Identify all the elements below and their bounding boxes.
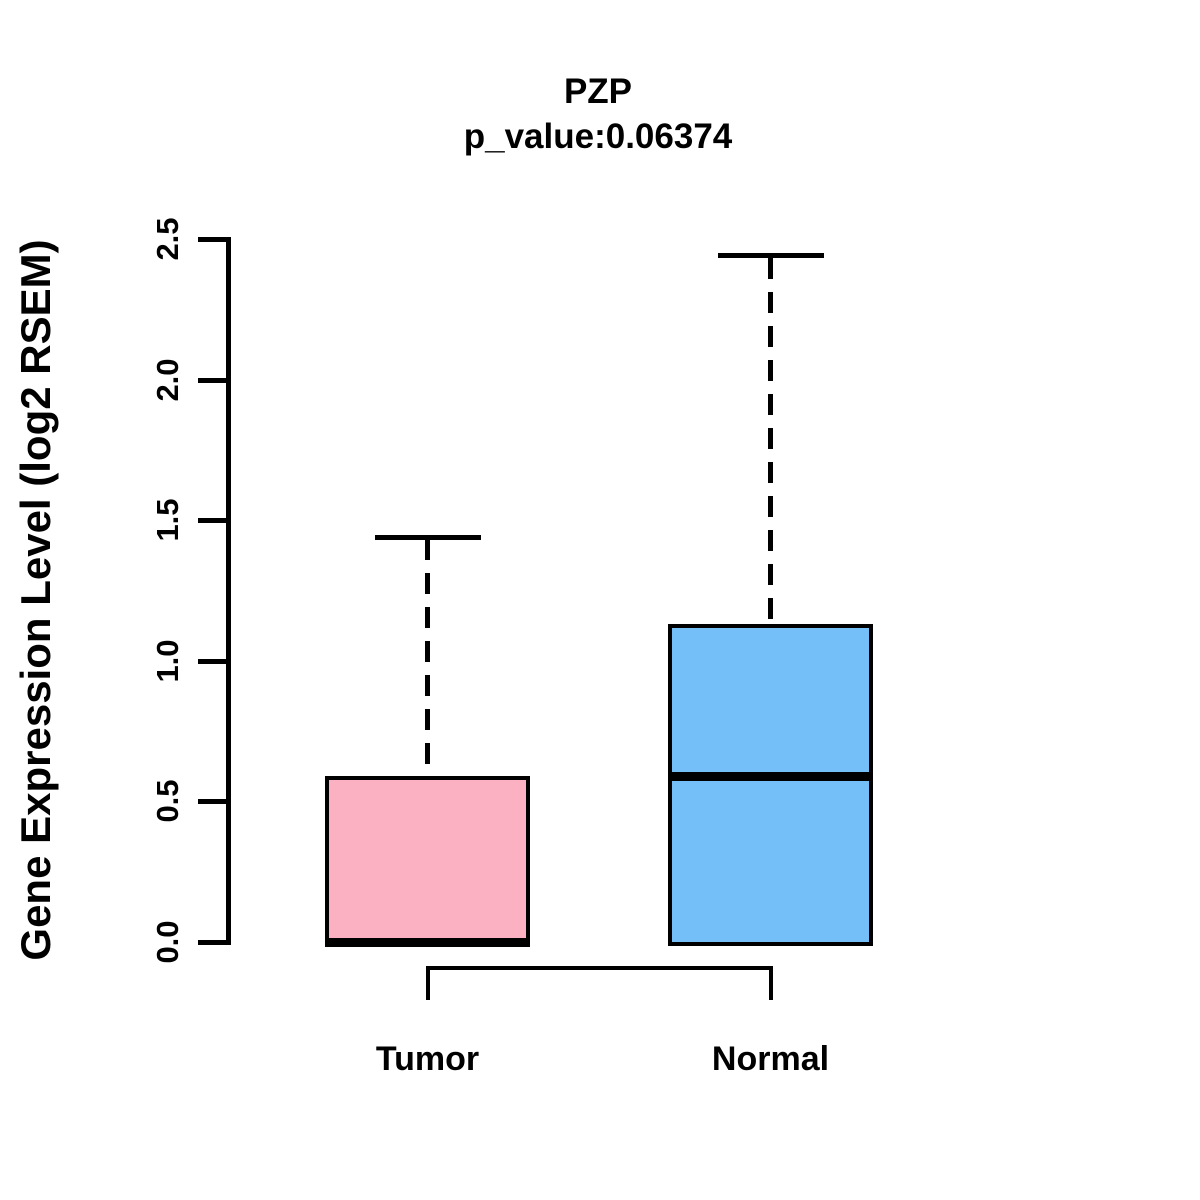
whisker-cap <box>374 534 481 540</box>
whisker-line <box>768 257 773 625</box>
whisker-cap <box>717 253 824 259</box>
chart-title: PZP <box>563 72 633 111</box>
y-axis-tick <box>198 237 226 242</box>
whisker-line <box>425 539 430 777</box>
y-axis-tick <box>198 799 226 805</box>
y-axis-tick-label: 1.0 <box>150 639 185 683</box>
y-axis-tick-label: 0.0 <box>150 920 185 964</box>
x-tick-label-tumor: Tumor <box>375 1040 480 1078</box>
y-axis-tick-label: 2.5 <box>150 217 185 261</box>
comparison-bracket-horizontal <box>425 966 773 970</box>
y-axis-line <box>226 237 231 945</box>
box-tumor <box>325 776 530 946</box>
median-line <box>325 937 530 947</box>
y-axis-tick <box>198 377 226 383</box>
y-axis-tick <box>198 940 226 945</box>
y-axis-tick-label: 1.5 <box>150 498 185 542</box>
y-axis-tick-label: 2.0 <box>150 358 185 402</box>
y-axis-tick-label: 0.5 <box>150 779 185 823</box>
median-line <box>668 771 873 781</box>
y-axis-tick <box>198 518 226 524</box>
comparison-bracket-right <box>768 966 773 1000</box>
y-axis-tick <box>198 658 226 664</box>
box-normal <box>668 624 873 946</box>
comparison-bracket-left <box>425 966 430 1000</box>
chart-subtitle: p_value:0.06374 <box>463 117 733 156</box>
x-tick-label-normal: Normal <box>711 1040 830 1078</box>
y-axis-label: Gene Expression Level (log2 RSEM) <box>12 239 59 961</box>
